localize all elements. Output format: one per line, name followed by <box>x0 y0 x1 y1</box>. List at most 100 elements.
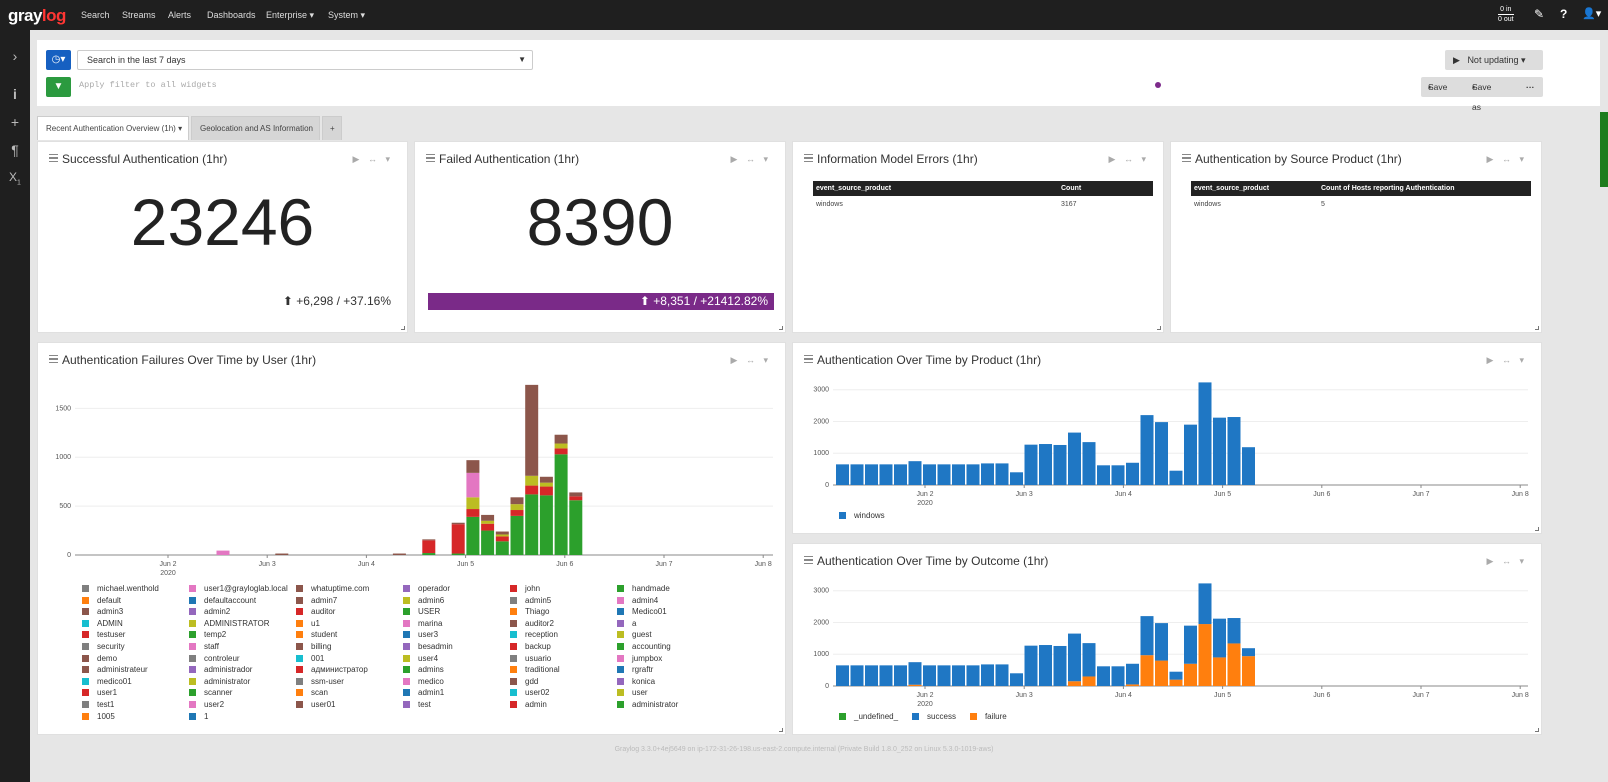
legend-item[interactable]: traditional <box>510 665 560 674</box>
widget-actions[interactable]: ▶ ↔ ▾ <box>1108 154 1149 164</box>
nav-enterprise[interactable]: Enterprise ▾ <box>266 10 314 21</box>
widget-actions[interactable]: ▶ ↔ ▾ <box>730 355 771 365</box>
legend-item[interactable]: ADMINISTRATOR <box>189 619 269 628</box>
legend-item[interactable]: marina <box>403 619 442 628</box>
resize-handle[interactable] <box>401 326 405 330</box>
nav-alerts[interactable]: Alerts <box>168 10 192 20</box>
resize-handle[interactable] <box>779 728 783 732</box>
legend-item[interactable]: 1005 <box>82 712 115 721</box>
legend-item[interactable]: Thiago <box>510 607 549 616</box>
legend-item[interactable]: administrator <box>189 677 250 686</box>
legend-item[interactable]: user1@grayloglab.local <box>189 584 288 593</box>
legend-item[interactable]: konica <box>617 677 655 686</box>
legend-item[interactable]: accounting <box>617 642 671 651</box>
parameter-icon[interactable]: X1 <box>9 170 21 187</box>
legend-item[interactable]: test <box>403 700 431 709</box>
legend-item[interactable]: ssm-user <box>296 677 344 686</box>
auth-by-product-chart[interactable]: 0 1000 2000 3000 Jun 2 Jun 3 Jun 4 Jun 5 Jun 6 Ju… <box>793 377 1543 509</box>
drag-handle-icon[interactable] <box>1182 154 1191 162</box>
legend-item[interactable]: michael.wenthold <box>82 584 159 593</box>
drag-handle-icon[interactable] <box>804 154 813 162</box>
nav-dashboards[interactable]: Dashboards <box>207 10 256 20</box>
legend-item[interactable]: u1 <box>296 619 320 628</box>
drag-handle-icon[interactable] <box>804 556 813 564</box>
paragraph-icon[interactable]: ¶ <box>11 142 19 158</box>
legend-item[interactable]: user1 <box>82 688 117 697</box>
legend-item[interactable]: user <box>617 688 648 697</box>
legend-item[interactable]: admins <box>403 665 444 674</box>
widget-actions[interactable]: ▶ ↔ ▾ <box>730 154 771 164</box>
tab-add[interactable]: + <box>322 116 342 140</box>
plus-icon[interactable]: + <box>10 114 20 130</box>
legend-item[interactable]: administrator <box>617 700 678 709</box>
widget-actions[interactable]: ▶ ↔ ▾ <box>1486 154 1527 164</box>
legend-item[interactable]: defaultaccount <box>189 596 256 605</box>
throughput-indicator[interactable]: 0 in 0 out <box>1498 5 1514 24</box>
legend-item[interactable]: admin3 <box>82 607 123 616</box>
legend-item[interactable]: windows <box>839 511 885 520</box>
legend-item[interactable]: student <box>296 630 337 639</box>
refresh-toggle[interactable]: ▶ Not updating ▾ <box>1445 50 1543 70</box>
widget-actions[interactable]: ▶ ↔ ▾ <box>352 154 393 164</box>
legend-item[interactable]: 1 <box>189 712 208 721</box>
legend-item[interactable]: jumpbox <box>617 654 662 663</box>
legend-item[interactable]: admin6 <box>403 596 444 605</box>
legend-item[interactable]: security <box>82 642 125 651</box>
legend-item[interactable]: a <box>617 619 636 628</box>
legend-item[interactable]: medico01 <box>82 677 132 686</box>
legend-item[interactable]: whatuptime.com <box>296 584 369 593</box>
legend-item[interactable]: default <box>82 596 121 605</box>
edit-icon[interactable]: ✎ <box>1534 7 1545 21</box>
legend-item[interactable]: temp2 <box>189 630 226 639</box>
legend-item[interactable]: handmade <box>617 584 670 593</box>
legend-item[interactable]: Medico01 <box>617 607 667 616</box>
legend-item[interactable]: failure <box>969 712 1007 721</box>
legend-item[interactable]: _undefined_ <box>839 712 898 721</box>
graylog-logo[interactable]: graylog <box>8 6 66 26</box>
legend-item[interactable]: admin1 <box>403 688 444 697</box>
tab-geolocation[interactable]: Geolocation and AS Information <box>191 116 320 140</box>
filter-input[interactable]: Apply filter to all widgets <box>79 80 217 90</box>
legend-item[interactable]: администратор <box>296 665 368 674</box>
expand-icon[interactable]: › <box>12 48 18 64</box>
legend-item[interactable]: user01 <box>296 700 335 709</box>
legend-item[interactable]: scanner <box>189 688 232 697</box>
legend-item[interactable]: medico <box>403 677 444 686</box>
legend-item[interactable]: admin5 <box>510 596 551 605</box>
user-icon[interactable]: 👤▾ <box>1582 8 1602 20</box>
legend-item[interactable]: controleur <box>189 654 240 663</box>
legend-item[interactable]: rgraftr <box>617 665 653 674</box>
legend-item[interactable]: usuario <box>510 654 551 663</box>
resize-handle[interactable] <box>1535 326 1539 330</box>
resize-handle[interactable] <box>1157 326 1161 330</box>
legend-item[interactable]: operador <box>403 584 450 593</box>
legend-item[interactable]: guest <box>617 630 652 639</box>
legend-item[interactable]: administrador <box>189 665 252 674</box>
column-header[interactable]: event_source_product <box>1194 185 1270 192</box>
column-header[interactable]: Count <box>1061 185 1082 192</box>
legend-item[interactable]: john <box>510 584 540 593</box>
legend-item[interactable]: reception <box>510 630 558 639</box>
legend-item[interactable]: admin4 <box>617 596 658 605</box>
help-icon[interactable]: ? <box>1560 7 1568 21</box>
resize-handle[interactable] <box>1535 728 1539 732</box>
legend-item[interactable]: admin <box>510 700 547 709</box>
timerange-select[interactable]: Search in the last 7 days ▼ <box>77 50 533 70</box>
legend-item[interactable]: admin2 <box>189 607 230 616</box>
column-header[interactable]: event_source_product <box>816 185 892 192</box>
legend-item[interactable]: gdd <box>510 677 538 686</box>
legend-item[interactable]: user3 <box>403 630 438 639</box>
legend-item[interactable]: auditor2 <box>510 619 554 628</box>
legend-item[interactable]: ADMIN <box>82 619 123 628</box>
failures-by-user-chart[interactable]: 0 500 1000 1500 Jun 2 Jun 3 Jun 4 Jun 5 Jun 6 Jun… <box>38 379 787 579</box>
legend-item[interactable]: user4 <box>403 654 438 663</box>
widget-actions[interactable]: ▶ ↔ ▾ <box>1486 355 1527 365</box>
drag-handle-icon[interactable] <box>49 355 58 363</box>
column-header[interactable]: Count of Hosts reporting Authentication <box>1321 185 1455 192</box>
legend-item[interactable]: backup <box>510 642 551 651</box>
resize-handle[interactable] <box>779 326 783 330</box>
resize-handle[interactable] <box>1535 527 1539 531</box>
legend-item[interactable]: billing <box>296 642 331 651</box>
nav-system[interactable]: System ▾ <box>328 10 365 21</box>
nav-streams[interactable]: Streams <box>122 10 156 20</box>
